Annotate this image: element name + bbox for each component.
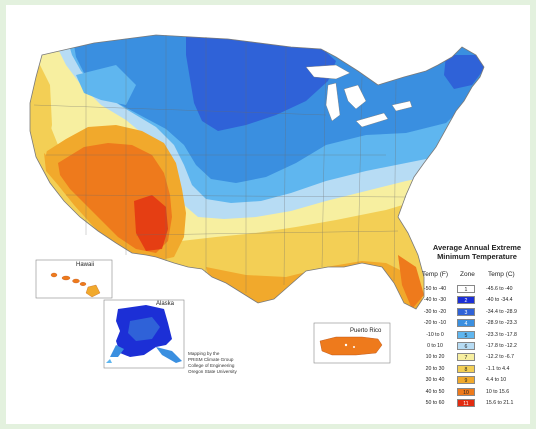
alaska-label: Alaska <box>156 301 175 307</box>
legend-zone-swatch: 7 <box>457 353 475 362</box>
legend-zone-swatch: 4 <box>457 319 475 328</box>
zone-3-area <box>186 35 336 131</box>
hawaii-islands <box>50 272 101 298</box>
legend-header: Temp (F) Zone Temp (C) <box>420 271 530 279</box>
legend-temp-f: 50 to 60 <box>425 399 445 406</box>
puerto-rico-label: Puerto Rico <box>350 328 382 334</box>
legend-temp-f: -20 to -10 <box>423 320 447 327</box>
legend-row: -10 to 0 5 -23.3 to -17.8 <box>420 330 530 341</box>
zone-10-florida <box>398 255 424 309</box>
legend-temp-c: -40 to -34.4 <box>486 297 513 304</box>
map-frame: Hawaii Alaska Puerto Rico Mapping by the… <box>6 5 530 424</box>
pr-zone-dot <box>353 346 355 348</box>
legend-temp-c: 15.6 to 21.1 <box>486 399 514 406</box>
legend-zone-swatch: 3 <box>457 307 475 316</box>
legend-row: 50 to 60 11 15.6 to 21.1 <box>420 398 530 409</box>
legend-col-zone: Zone <box>460 271 475 278</box>
legend-zone-swatch: 9 <box>457 376 475 385</box>
legend-zone-swatch: 2 <box>457 296 475 305</box>
puerto-rico-shape <box>319 336 383 356</box>
legend-row: -40 to -30 2 -40 to -34.4 <box>420 295 530 306</box>
legend-temp-f: 10 to 20 <box>425 354 445 361</box>
zone-map: Hawaii Alaska Puerto Rico <box>29 34 485 369</box>
legend-temp-f: -50 to -40 <box>423 286 447 292</box>
credit-line: PRISM Climate Group <box>188 357 234 362</box>
alaska-shape <box>106 305 182 363</box>
legend-temp-c: 10 to 15.6 <box>486 388 510 395</box>
zone-8-pacific <box>30 65 52 155</box>
zone-5-patch-nw <box>76 65 136 105</box>
pr-zone-dot <box>344 343 348 347</box>
legend-temp-f: -40 to -30 <box>423 297 447 304</box>
credit-line: Oregon State University <box>188 369 237 374</box>
legend-temp-f: 40 to 50 <box>425 388 445 395</box>
legend-rows: -50 to -40 1 -45.6 to -40 -40 to -30 2 -40 to… <box>420 284 530 409</box>
us-outline <box>29 34 485 310</box>
great-lakes <box>305 64 413 128</box>
legend-temp-c: -45.6 to -40 <box>486 286 513 292</box>
legend-zone-swatch: 11 <box>457 398 475 407</box>
legend-col-f: Temp (F) <box>422 271 448 278</box>
legend-temp-c: -28.9 to -23.3 <box>486 320 517 327</box>
legend-row: 30 to 40 9 4.4 to 10 <box>420 375 530 386</box>
legend-title: Average Annual Extreme Minimum Temperatu… <box>422 243 530 261</box>
legend-zone-swatch: 10 <box>457 387 475 396</box>
legend-temp-c: -1.1 to 4.4 <box>486 365 510 372</box>
legend-temp-f: -10 to 0 <box>426 331 444 338</box>
legend-row: 40 to 50 10 10 to 15.6 <box>420 387 530 398</box>
legend-temp-c: 4.4 to 10 <box>486 377 507 384</box>
legend-zone-swatch: 8 <box>457 364 475 373</box>
legend-temp-c: -34.4 to -28.9 <box>486 308 517 315</box>
legend-row: 0 to 10 6 -17.8 to -12.2 <box>420 341 530 352</box>
legend-zone-swatch: 5 <box>457 330 475 339</box>
hawaii-inset-frame <box>35 259 113 299</box>
zone-3-area-ne <box>444 55 484 89</box>
state-borders <box>33 35 407 293</box>
legend-row: 20 to 30 8 -1.1 to 4.4 <box>420 364 530 375</box>
zone-11-patch-az <box>134 195 168 251</box>
legend-title-line2: Minimum Temperature <box>437 252 517 261</box>
legend-temp-c: -12.2 to -6.7 <box>486 354 514 361</box>
legend-row: -50 to -40 1 -45.6 to -40 <box>420 284 530 295</box>
legend-temp-f: -30 to -20 <box>423 308 447 315</box>
legend-temp-c: -17.8 to -12.2 <box>486 342 517 349</box>
legend-zone-swatch: 1 <box>457 285 475 293</box>
legend-row: -20 to -10 4 -28.9 to -23.3 <box>420 318 530 329</box>
credit-line: College of Engineering <box>188 363 235 368</box>
legend-temp-c: -23.3 to -17.8 <box>486 331 517 338</box>
legend-col-c: Temp (C) <box>488 271 515 278</box>
legend-temp-f: 20 to 30 <box>425 365 445 372</box>
legend-title-line1: Average Annual Extreme <box>432 243 522 252</box>
legend-row: 10 to 20 7 -12.2 to -6.7 <box>420 352 530 363</box>
legend-temp-f: 0 to 10 <box>427 342 443 349</box>
map-credit: Mapping by the PRISM Climate Group Colle… <box>188 351 268 375</box>
legend-zone-swatch: 6 <box>457 341 475 350</box>
hawaii-label: Hawaii <box>76 262 94 268</box>
legend-row: -30 to -20 3 -34.4 to -28.9 <box>420 307 530 318</box>
credit-line: Mapping by the <box>188 351 220 356</box>
legend-temp-f: 30 to 40 <box>425 377 445 384</box>
